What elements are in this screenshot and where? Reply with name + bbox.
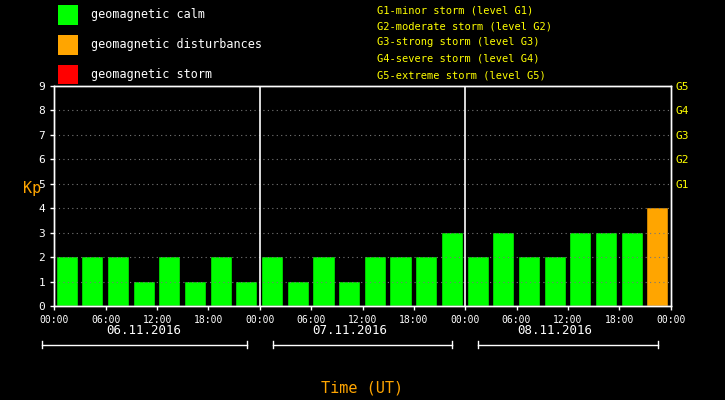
Bar [571, 233, 592, 306]
Bar [647, 208, 668, 306]
Bar [160, 257, 181, 306]
Bar [236, 282, 257, 306]
Bar [544, 257, 566, 306]
Bar [442, 233, 463, 306]
Text: G2-moderate storm (level G2): G2-moderate storm (level G2) [377, 21, 552, 31]
Text: G1-minor storm (level G1): G1-minor storm (level G1) [377, 6, 534, 16]
Text: 08.11.2016: 08.11.2016 [518, 324, 592, 336]
Bar [365, 257, 386, 306]
Bar [288, 282, 309, 306]
Bar [416, 257, 437, 306]
Bar [58, 65, 78, 84]
Bar [596, 233, 617, 306]
Bar [83, 257, 104, 306]
Bar [133, 282, 154, 306]
Text: geomagnetic disturbances: geomagnetic disturbances [91, 38, 262, 51]
Text: geomagnetic calm: geomagnetic calm [91, 8, 205, 22]
Y-axis label: Kp: Kp [22, 181, 41, 196]
Text: geomagnetic storm: geomagnetic storm [91, 68, 212, 81]
Bar [391, 257, 412, 306]
Text: 07.11.2016: 07.11.2016 [312, 324, 387, 336]
Bar [57, 257, 78, 306]
Text: Time (UT): Time (UT) [321, 380, 404, 396]
Bar [493, 233, 514, 306]
Bar [58, 5, 78, 25]
Text: 06.11.2016: 06.11.2016 [107, 324, 182, 336]
Bar [108, 257, 129, 306]
Bar [519, 257, 540, 306]
Bar [468, 257, 489, 306]
Bar [211, 257, 232, 306]
Bar [339, 282, 360, 306]
Bar [58, 35, 78, 54]
Text: G5-extreme storm (level G5): G5-extreme storm (level G5) [377, 71, 546, 81]
Bar [262, 257, 283, 306]
Bar [185, 282, 206, 306]
Bar [621, 233, 642, 306]
Text: G4-severe storm (level G4): G4-severe storm (level G4) [377, 53, 539, 63]
Bar [313, 257, 334, 306]
Text: G3-strong storm (level G3): G3-strong storm (level G3) [377, 37, 539, 47]
